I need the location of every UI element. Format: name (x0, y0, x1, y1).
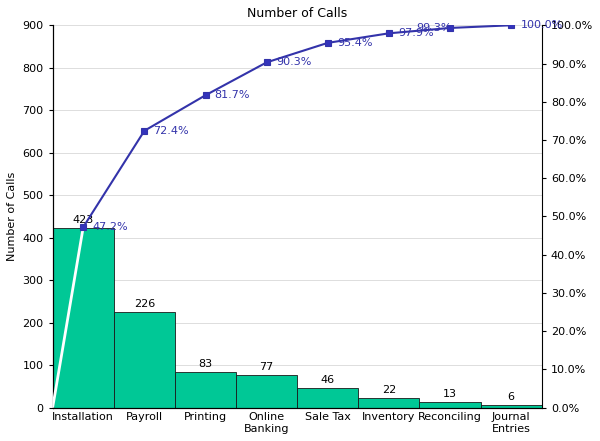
Bar (53, 228, 114, 407)
Bar (419, 402, 481, 407)
Text: 13: 13 (443, 389, 457, 399)
Title: Number of Calls: Number of Calls (247, 7, 347, 20)
Text: 100.0%: 100.0% (520, 20, 563, 30)
Text: 22: 22 (382, 385, 396, 395)
Text: 81.7%: 81.7% (215, 90, 250, 100)
Text: 72.4%: 72.4% (154, 126, 189, 136)
Text: 97.9%: 97.9% (398, 28, 434, 38)
Text: 46: 46 (321, 375, 335, 385)
Text: 77: 77 (260, 362, 274, 372)
Bar (481, 405, 542, 407)
Text: 423: 423 (73, 215, 94, 225)
Bar (236, 375, 297, 407)
Text: 99.3%: 99.3% (416, 23, 452, 33)
Y-axis label: Number of Calls: Number of Calls (7, 172, 17, 261)
Text: 6: 6 (508, 392, 515, 402)
Text: 83: 83 (199, 359, 212, 370)
Bar (114, 312, 175, 407)
Text: 226: 226 (134, 299, 155, 309)
Bar (175, 372, 236, 407)
Text: 95.4%: 95.4% (337, 38, 373, 48)
Bar (297, 388, 358, 407)
Text: 90.3%: 90.3% (276, 57, 311, 67)
Text: 47.2%: 47.2% (92, 222, 128, 232)
Bar (358, 398, 419, 407)
